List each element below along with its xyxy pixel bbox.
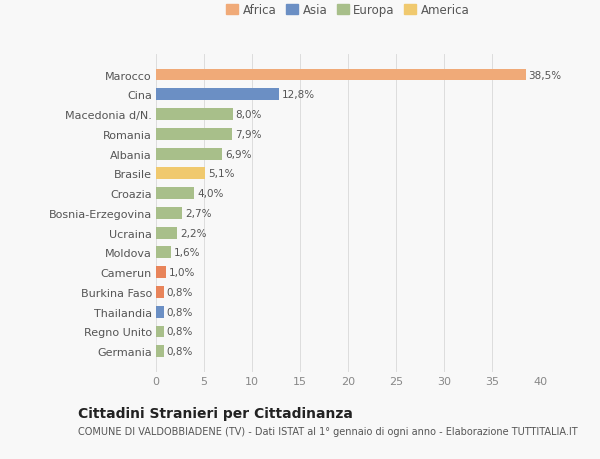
Text: 2,7%: 2,7% [185, 208, 211, 218]
Bar [156, 326, 164, 338]
Bar [156, 227, 177, 239]
Bar [156, 129, 232, 140]
Bar [156, 306, 164, 318]
Bar [156, 247, 172, 259]
Bar [156, 188, 194, 200]
Text: 5,1%: 5,1% [208, 169, 235, 179]
Legend: Africa, Asia, Europa, America: Africa, Asia, Europa, America [226, 4, 470, 17]
Text: 0,8%: 0,8% [167, 327, 193, 337]
Bar [156, 346, 164, 358]
Text: 0,8%: 0,8% [167, 347, 193, 357]
Text: 1,6%: 1,6% [174, 248, 201, 258]
Bar [156, 286, 164, 298]
Text: 8,0%: 8,0% [236, 110, 262, 120]
Text: 7,9%: 7,9% [235, 129, 261, 140]
Bar [156, 69, 526, 81]
Text: COMUNE DI VALDOBBIADENE (TV) - Dati ISTAT al 1° gennaio di ogni anno - Elaborazi: COMUNE DI VALDOBBIADENE (TV) - Dati ISTA… [78, 426, 578, 436]
Text: Cittadini Stranieri per Cittadinanza: Cittadini Stranieri per Cittadinanza [78, 406, 353, 420]
Text: 1,0%: 1,0% [169, 268, 195, 278]
Text: 6,9%: 6,9% [225, 149, 251, 159]
Text: 0,8%: 0,8% [167, 307, 193, 317]
Bar [156, 109, 233, 121]
Bar [156, 207, 182, 219]
Text: 4,0%: 4,0% [197, 189, 224, 199]
Bar [156, 267, 166, 279]
Text: 2,2%: 2,2% [180, 228, 206, 238]
Bar [156, 168, 205, 180]
Text: 38,5%: 38,5% [529, 70, 562, 80]
Bar [156, 89, 279, 101]
Bar [156, 148, 222, 160]
Text: 12,8%: 12,8% [282, 90, 315, 100]
Text: 0,8%: 0,8% [167, 287, 193, 297]
